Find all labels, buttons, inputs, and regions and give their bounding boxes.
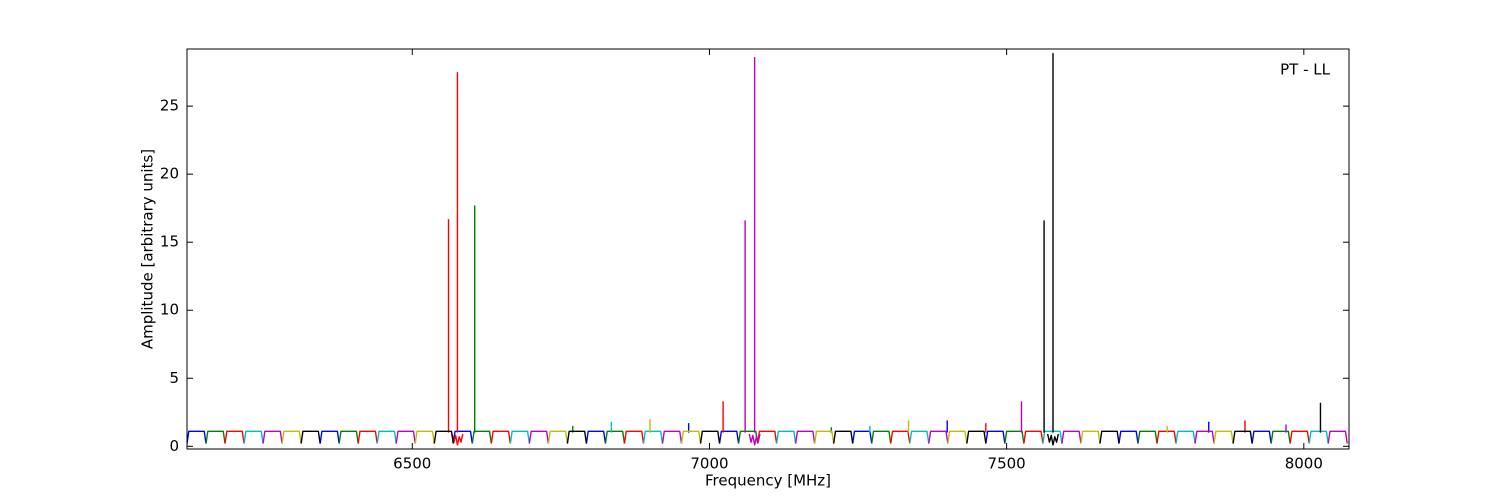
y-tick-label: 20 <box>160 165 179 183</box>
spectrum-line <box>300 53 1322 446</box>
y-tick-label: 5 <box>169 369 179 387</box>
y-tick-label: 10 <box>160 301 179 319</box>
spectrum-line <box>262 57 1348 446</box>
spectrum-line <box>187 420 1272 444</box>
x-tick-label: 7000 <box>690 455 728 473</box>
x-tick-label: 6500 <box>393 455 431 473</box>
y-axis-label: Amplitude [arbitrary units] <box>139 149 157 349</box>
plot-lines <box>187 53 1348 446</box>
spectrum-line <box>243 421 1329 444</box>
axes-frame <box>186 48 1350 450</box>
spectrum-line <box>205 205 1291 444</box>
x-axis-label: Frequency [MHz] <box>705 472 831 490</box>
x-tick-label: 8000 <box>1285 455 1323 473</box>
y-tick-label: 0 <box>169 437 179 455</box>
y-tick-label: 25 <box>160 97 179 115</box>
x-tick-label: 7500 <box>988 455 1026 473</box>
annotation: PT - LL <box>1280 61 1331 79</box>
spectrum-line <box>281 419 1234 444</box>
spectrum-line <box>224 72 1310 446</box>
y-tick-label: 15 <box>160 233 179 251</box>
